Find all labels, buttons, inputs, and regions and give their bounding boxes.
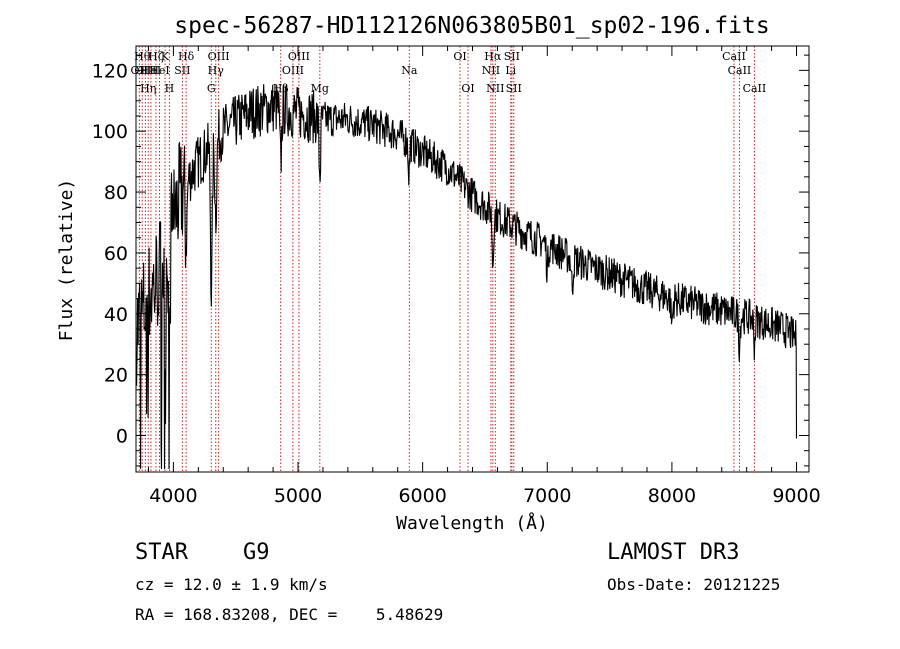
line-marker-label-29: CaII — [743, 82, 767, 95]
line-marker-label-9: SII — [174, 64, 190, 77]
object-subclass: G9 — [243, 540, 270, 565]
y-tick-label-1: 20 — [104, 365, 128, 387]
line-marker-label-10: Hδ — [178, 50, 195, 63]
y-tick-label-3: 60 — [104, 243, 128, 265]
line-marker-label-28: CaII — [728, 64, 752, 77]
line-marker-label-6: HeI — [149, 64, 169, 77]
survey-name: LAMOST DR3 — [607, 540, 740, 565]
line-marker-label-17: Mg — [311, 82, 329, 95]
y-tick-label-2: 40 — [104, 304, 128, 326]
spectrum-line — [136, 84, 798, 470]
x-tick-label-0: 4000 — [149, 485, 197, 507]
object-class: STAR — [135, 540, 188, 565]
x-axis-label: Wavelength (Å) — [396, 512, 548, 534]
x-tick-label-5: 9000 — [772, 485, 820, 507]
obs-date: Obs-Date: 20121225 — [607, 575, 781, 594]
axis-ticks: 4000 5000 6000 7000 8000 9000 0 20 40 60 80 100 120 — [92, 46, 821, 507]
y-tick-label-0: 0 — [116, 425, 128, 447]
x-tick-label-2: 6000 — [398, 485, 446, 507]
line-marker-label-22: Hα — [484, 50, 502, 63]
line-marker-label-25: SII — [504, 50, 520, 63]
line-markers: OIIHθOIIIHηHeIHζHeIKHSIIHδGHγOIIIHβOIIIO… — [131, 46, 767, 472]
line-marker-label-24: Li — [505, 64, 516, 77]
line-marker-label-13: OIII — [208, 50, 230, 63]
line-marker-label-19: OI — [453, 50, 466, 63]
coordinates: RA = 168.83208, DEC = 5.48629 — [135, 605, 444, 624]
line-marker-label-7: K — [161, 50, 170, 63]
line-marker-label-12: Hγ — [208, 64, 225, 77]
line-marker-label-3: Hη — [140, 82, 156, 95]
line-marker-label-27: CaII — [722, 50, 746, 63]
line-marker-label-15: OIII — [282, 64, 304, 77]
spectrum-series — [136, 84, 798, 470]
line-marker-label-8: H — [165, 82, 175, 95]
y-tick-label-4: 80 — [104, 182, 128, 204]
x-tick-label-4: 8000 — [648, 485, 696, 507]
line-marker-label-26: SII — [506, 82, 522, 95]
line-marker-label-18: Na — [401, 64, 418, 77]
y-tick-label-5: 100 — [92, 121, 128, 143]
y-axis-label: Flux (relative) — [56, 179, 77, 342]
redshift-text: cz = 12.0 ± 1.9 km/s — [135, 575, 328, 594]
line-marker-label-16: OIII — [288, 50, 310, 63]
line-marker-label-1: Hθ — [134, 50, 151, 63]
x-tick-label-3: 7000 — [523, 485, 571, 507]
line-marker-label-21: NII — [482, 64, 500, 77]
line-marker-label-23: NII — [486, 82, 504, 95]
x-tick-label-1: 5000 — [274, 485, 322, 507]
line-marker-label-11: G — [207, 82, 216, 95]
line-marker-label-20: OI — [461, 82, 474, 95]
chart-title: spec-56287-HD112126N063805B01_sp02-196.f… — [174, 13, 769, 39]
y-tick-label-6: 120 — [92, 60, 128, 82]
